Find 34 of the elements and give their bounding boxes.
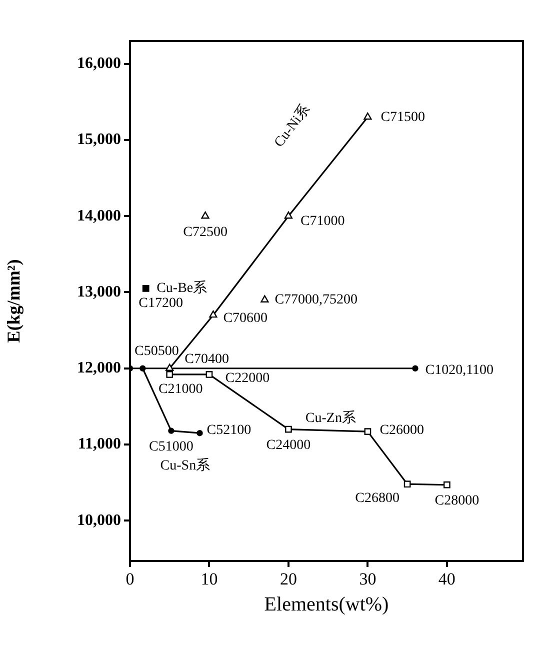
annotation: C17200 [138, 296, 184, 312]
x-tick-label: 30 [359, 570, 376, 589]
y-tick-label: 11,000 [78, 436, 121, 453]
x-tick-label: 40 [438, 570, 456, 589]
annotation: C26000 [380, 423, 424, 438]
annotation: C71500 [380, 110, 426, 125]
annotation: C21000 [158, 382, 203, 398]
y-tick-label: 12,000 [77, 360, 121, 377]
y-tick-label: 13,000 [77, 283, 121, 300]
y-axis-title: E(kg/mm²) [3, 259, 24, 343]
annotation: C50500 [134, 344, 179, 360]
series-label: Cu-Zn系 [305, 410, 356, 426]
y-tick-label: 10,000 [77, 512, 121, 529]
annotation: C24000 [266, 438, 311, 453]
annotation: C28000 [434, 494, 480, 509]
x-tick-label: 0 [126, 570, 134, 589]
series-label: Cu-Sn系 [160, 457, 210, 474]
annotation: C26800 [355, 490, 400, 506]
annotation: C1020,1100 [425, 363, 494, 378]
annotation: C52100 [206, 422, 252, 438]
annotation: C22000 [225, 371, 270, 386]
x-tick-label: 20 [280, 570, 297, 589]
annotation: C77000,75200 [274, 292, 358, 308]
x-axis-title: Elements(wt%) [264, 593, 389, 616]
y-tick-label: 15,000 [77, 131, 121, 148]
annotation: C72500 [183, 224, 228, 240]
annotation: C70400 [184, 352, 229, 368]
y-tick-label: 16,000 [77, 54, 121, 72]
annotation: C71000 [300, 214, 345, 229]
x-tick-label: 10 [200, 570, 218, 589]
legend-label: Cu-Be系 [156, 280, 208, 296]
annotation: C51000 [149, 439, 194, 454]
y-tick-label: 14,000 [77, 207, 121, 224]
annotation: C70600 [223, 310, 268, 326]
